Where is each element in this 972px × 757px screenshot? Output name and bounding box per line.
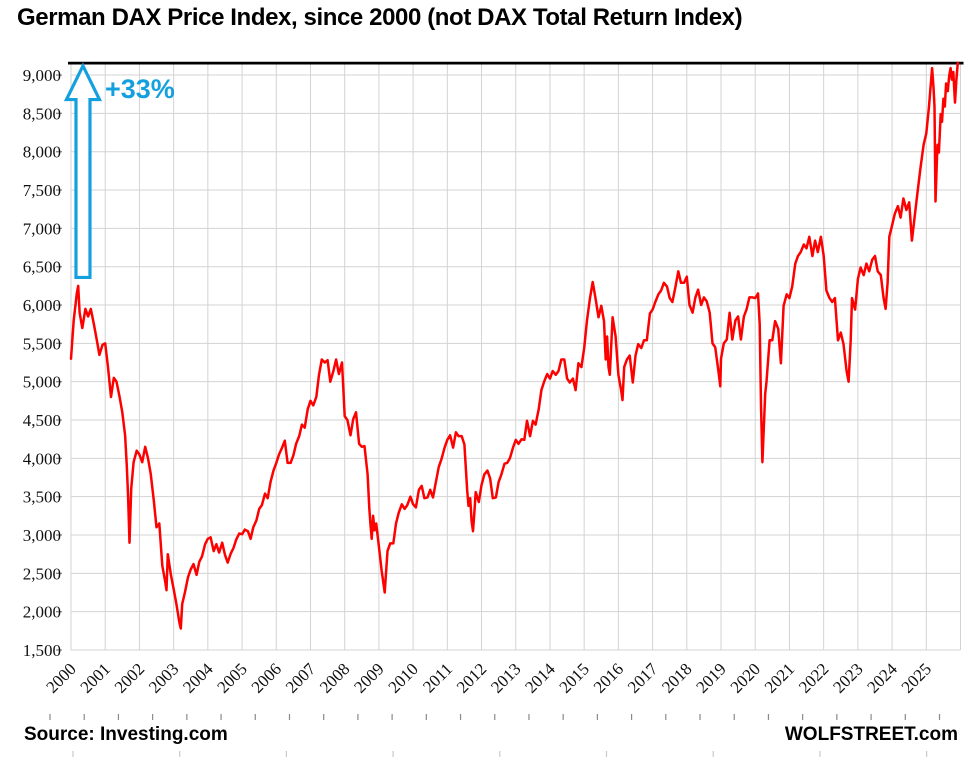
svg-text:2023: 2023 (829, 659, 866, 696)
svg-text:2002: 2002 (111, 659, 148, 696)
svg-text:2,000: 2,000 (23, 603, 61, 622)
up-arrow-icon (63, 62, 103, 280)
svg-text:2008: 2008 (316, 659, 353, 696)
svg-text:2011: 2011 (419, 659, 456, 696)
svg-text:2,500: 2,500 (23, 564, 61, 583)
svg-text:2001: 2001 (77, 659, 114, 696)
svg-text:6,000: 6,000 (23, 296, 61, 315)
svg-text:2005: 2005 (213, 659, 250, 696)
svg-text:3,500: 3,500 (23, 488, 61, 507)
svg-text:2024: 2024 (863, 659, 901, 697)
gridlines (70, 63, 961, 651)
y-axis: 9,000 8,500 8,000 7,500 7,000 6,500 6,000 5,500… (23, 66, 62, 660)
svg-text:2017: 2017 (624, 659, 662, 697)
svg-text:3,000: 3,000 (23, 526, 61, 545)
dax-price-line (69, 61, 960, 630)
svg-text:2025: 2025 (898, 659, 935, 696)
svg-text:2007: 2007 (282, 659, 320, 697)
svg-text:7,000: 7,000 (23, 219, 61, 238)
svg-text:2021: 2021 (761, 659, 798, 696)
chart-title: German DAX Price Index, since 2000 (not … (17, 4, 743, 31)
svg-text:8,500: 8,500 (23, 104, 61, 123)
svg-text:8,000: 8,000 (23, 143, 61, 162)
brand-credit: WOLFSTREET.com (784, 724, 958, 745)
svg-text:7,500: 7,500 (23, 181, 61, 200)
svg-text:2013: 2013 (487, 659, 524, 696)
svg-text:2014: 2014 (521, 659, 559, 697)
svg-text:2009: 2009 (350, 659, 387, 696)
svg-text:4,000: 4,000 (23, 449, 61, 468)
svg-text:6,500: 6,500 (23, 258, 61, 277)
svg-text:2016: 2016 (590, 659, 627, 696)
svg-text:2015: 2015 (556, 659, 593, 696)
svg-text:2012: 2012 (453, 659, 490, 696)
svg-text:1,500: 1,500 (23, 641, 61, 660)
svg-text:2000: 2000 (42, 659, 79, 696)
gain-annotation-label: +33% (105, 74, 175, 104)
svg-text:2019: 2019 (692, 659, 729, 696)
svg-text:5,500: 5,500 (23, 334, 61, 353)
svg-text:4,500: 4,500 (23, 411, 61, 430)
source-credit: Source: Investing.com (24, 724, 228, 745)
svg-text:5,000: 5,000 (23, 373, 61, 392)
svg-text:2020: 2020 (727, 659, 764, 696)
bottom-tick-marks (49, 714, 941, 757)
svg-text:2022: 2022 (795, 659, 832, 696)
x-axis: 2000200120022003200420052006200720082009… (42, 659, 935, 697)
svg-text:2004: 2004 (179, 659, 217, 697)
svg-text:2003: 2003 (145, 659, 182, 696)
svg-text:9,000: 9,000 (23, 66, 61, 85)
svg-text:2006: 2006 (248, 659, 285, 696)
svg-text:2018: 2018 (658, 659, 695, 696)
svg-text:2010: 2010 (384, 659, 421, 696)
